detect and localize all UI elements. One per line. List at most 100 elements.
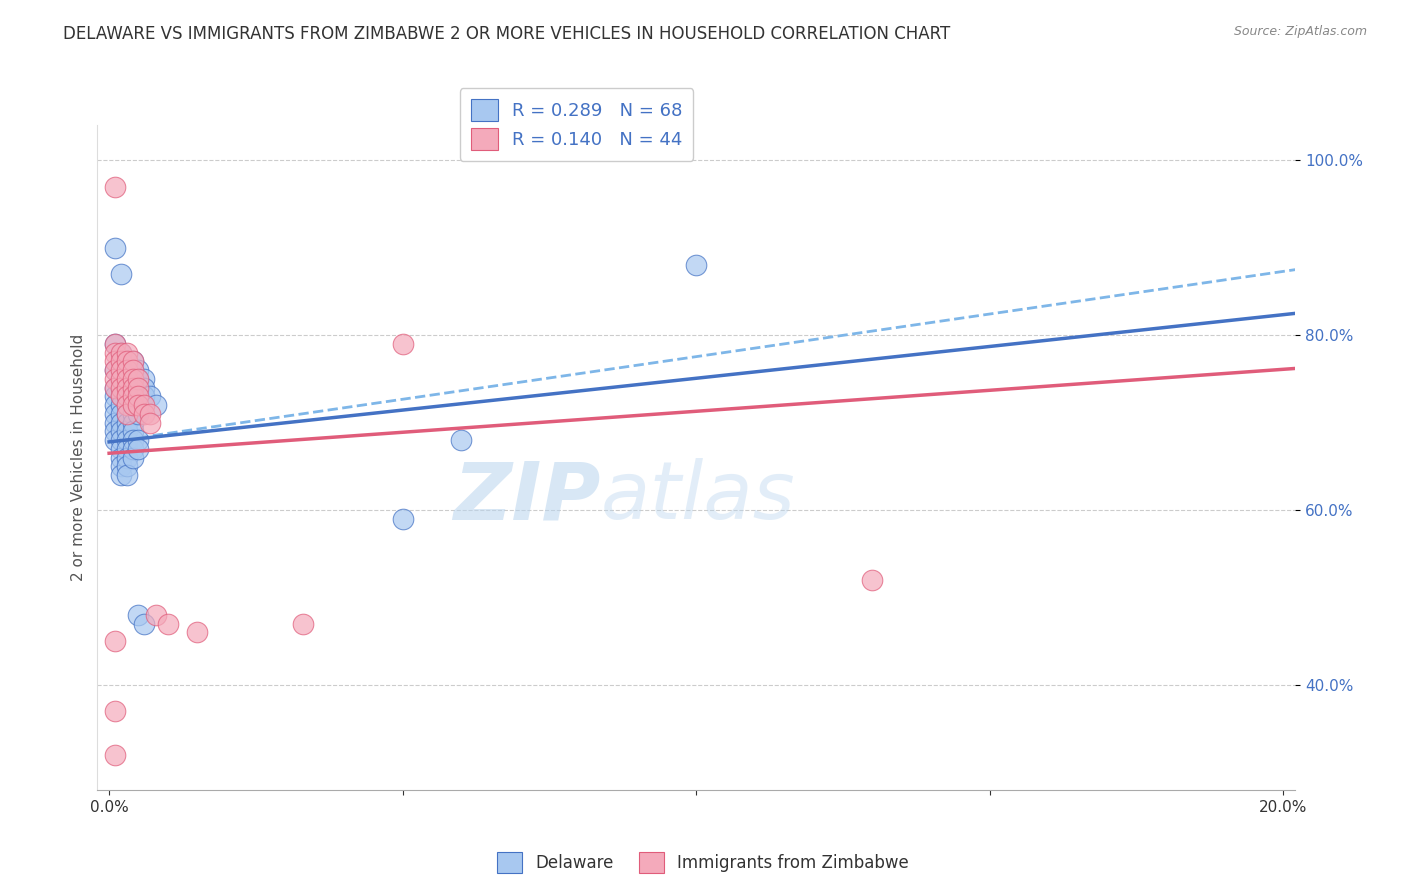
Point xyxy=(110,389,132,403)
Point xyxy=(115,433,138,447)
Point xyxy=(121,354,143,368)
Point xyxy=(110,381,132,395)
Point xyxy=(127,372,149,386)
Point xyxy=(127,381,149,395)
Point xyxy=(104,425,127,439)
Point xyxy=(110,425,132,439)
Point xyxy=(121,407,143,421)
Point xyxy=(121,389,143,403)
Point xyxy=(104,345,127,359)
Point xyxy=(127,442,149,456)
Point xyxy=(121,398,143,412)
Point xyxy=(121,381,143,395)
Point xyxy=(121,450,143,465)
Legend: Delaware, Immigrants from Zimbabwe: Delaware, Immigrants from Zimbabwe xyxy=(491,846,915,880)
Point xyxy=(104,363,127,377)
Point xyxy=(121,354,143,368)
Point xyxy=(127,389,149,403)
Point xyxy=(104,241,127,255)
Point xyxy=(110,442,132,456)
Point xyxy=(115,381,138,395)
Point xyxy=(104,416,127,430)
Point xyxy=(391,337,413,351)
Point xyxy=(134,389,156,403)
Point xyxy=(127,433,149,447)
Point xyxy=(104,363,127,377)
Point xyxy=(127,407,149,421)
Point xyxy=(127,398,149,412)
Point xyxy=(110,398,132,412)
Point xyxy=(115,389,138,403)
Point xyxy=(127,372,149,386)
Point xyxy=(115,398,138,412)
Point xyxy=(110,345,132,359)
Text: Source: ZipAtlas.com: Source: ZipAtlas.com xyxy=(1233,25,1367,38)
Point xyxy=(110,381,132,395)
Point xyxy=(134,372,156,386)
Point xyxy=(115,345,138,359)
Point xyxy=(450,433,472,447)
Point xyxy=(110,363,132,377)
Point xyxy=(291,616,314,631)
Point xyxy=(127,389,149,403)
Point xyxy=(139,416,162,430)
Point xyxy=(110,372,132,386)
Point xyxy=(110,267,132,281)
Point xyxy=(115,425,138,439)
Point xyxy=(127,398,149,412)
Point xyxy=(104,337,127,351)
Point xyxy=(104,398,127,412)
Point xyxy=(127,381,149,395)
Point xyxy=(110,354,132,368)
Point xyxy=(104,337,127,351)
Point xyxy=(104,747,127,762)
Point xyxy=(110,363,132,377)
Text: atlas: atlas xyxy=(600,458,796,536)
Point xyxy=(115,416,138,430)
Point xyxy=(139,389,162,403)
Point xyxy=(115,354,138,368)
Point xyxy=(134,407,156,421)
Point xyxy=(145,398,167,412)
Point xyxy=(115,363,138,377)
Point xyxy=(121,425,143,439)
Point xyxy=(110,459,132,474)
Point xyxy=(115,381,138,395)
Point xyxy=(115,389,138,403)
Point xyxy=(115,407,138,421)
Point xyxy=(115,398,138,412)
Point xyxy=(104,179,127,194)
Point xyxy=(104,433,127,447)
Point xyxy=(134,616,156,631)
Point xyxy=(104,372,127,386)
Text: DELAWARE VS IMMIGRANTS FROM ZIMBABWE 2 OR MORE VEHICLES IN HOUSEHOLD CORRELATION: DELAWARE VS IMMIGRANTS FROM ZIMBABWE 2 O… xyxy=(63,25,950,43)
Point xyxy=(115,372,138,386)
Point xyxy=(110,372,132,386)
Point xyxy=(110,389,132,403)
Point xyxy=(127,607,149,622)
Point xyxy=(104,381,127,395)
Point xyxy=(186,625,208,640)
Point xyxy=(104,407,127,421)
Y-axis label: 2 or more Vehicles in Household: 2 or more Vehicles in Household xyxy=(72,334,86,582)
Point xyxy=(115,407,138,421)
Point xyxy=(127,363,149,377)
Point xyxy=(139,407,162,421)
Point xyxy=(121,372,143,386)
Point xyxy=(860,573,883,587)
Point xyxy=(110,345,132,359)
Point xyxy=(110,433,132,447)
Point xyxy=(104,389,127,403)
Point xyxy=(104,354,127,368)
Point xyxy=(115,372,138,386)
Point xyxy=(115,442,138,456)
Point xyxy=(121,363,143,377)
Point xyxy=(110,416,132,430)
Point xyxy=(115,450,138,465)
Point xyxy=(121,381,143,395)
Point xyxy=(121,442,143,456)
Point xyxy=(685,258,707,272)
Point xyxy=(110,468,132,483)
Point xyxy=(121,372,143,386)
Legend: R = 0.289   N = 68, R = 0.140   N = 44: R = 0.289 N = 68, R = 0.140 N = 44 xyxy=(460,88,693,161)
